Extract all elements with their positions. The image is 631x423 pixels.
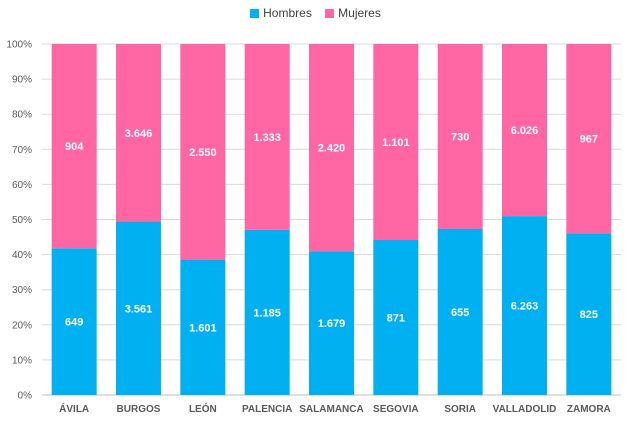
x-tick-label: BURGOS [117,404,161,415]
legend-label-hombres: Hombres [263,6,312,20]
y-tick-label: 70% [12,145,32,156]
bar-segment-mujeres [51,44,97,249]
data-label: 1.333 [253,132,281,144]
x-tick-label: SORIA [444,404,476,415]
bar-segment-mujeres [244,44,290,230]
bar-segment-mujeres [502,44,547,217]
legend-swatch-hombres [250,8,260,18]
bar-segment-hombres [373,239,419,395]
legend-item-mujeres: Mujeres [325,6,381,20]
bars: 649 904 3.561 3.646 1.601 2.550 1.185 1.333 1.67… [51,44,612,395]
data-label: 871 [387,312,405,324]
data-label: 6.263 [511,301,539,313]
x-axis: ÁVILA BURGOS LEÓN PALENCIA SALAMANCA SEGOVIA S… [59,402,611,415]
y-axis: 0% 10% 20% 30% 40% 50% 60% 70% 80% 90% 100% [6,40,32,402]
data-label: 2.550 [189,147,217,159]
x-tick-label: PALENCIA [242,404,292,415]
y-tick-label: 20% [12,320,32,331]
data-label: 655 [451,307,469,319]
data-label: 649 [65,317,83,329]
legend-swatch-mujeres [325,8,335,18]
y-tick-label: 40% [12,250,32,261]
y-tick-label: 100% [6,40,32,51]
x-tick-label: ÁVILA [59,402,89,415]
y-tick-label: 30% [12,285,32,296]
legend-label-mujeres: Mujeres [338,6,381,20]
y-tick-label: 80% [12,110,32,121]
bar-segment-mujeres [373,44,419,240]
y-tick-label: 50% [12,215,32,226]
y-tick-label: 10% [12,355,32,366]
bar-segment-hombres [116,221,161,395]
bar-segment-hombres [502,216,547,395]
bar-segment-hombres [437,229,483,395]
data-label: 1.679 [318,318,346,330]
chart-legend: Hombres Mujeres [0,6,631,21]
legend-item-hombres: Hombres [250,6,312,20]
bar-segment-hombres [309,251,354,395]
data-label: 967 [580,134,598,146]
x-tick-label: SALAMANCA [299,404,363,415]
bar-segment-hombres [566,233,612,395]
y-tick-label: 0% [18,391,33,402]
bar-segment-hombres [180,259,226,395]
bar-segment-mujeres [180,44,226,260]
data-label: 6.026 [511,125,539,137]
y-tick-label: 60% [12,180,32,191]
y-tick-label: 90% [12,75,32,86]
bar-segment-mujeres [437,44,483,230]
bar-segment-mujeres [116,44,161,222]
x-tick-label: LEÓN [189,402,217,415]
bar-segment-hombres [244,229,290,395]
data-label: 1.185 [253,307,281,319]
bar-segment-hombres [51,248,97,395]
x-tick-label: SEGOVIA [373,404,419,415]
data-label: 1.101 [382,137,410,149]
bar-segment-mujeres [566,44,612,234]
data-label: 904 [65,141,84,153]
data-label: 730 [451,132,469,144]
data-label: 3.646 [125,128,153,140]
x-tick-label: VALLADOLID [493,404,557,415]
data-label: 3.561 [125,303,153,315]
data-label: 1.601 [189,322,217,334]
data-label: 2.420 [318,143,346,155]
bar-segment-mujeres [309,44,354,252]
x-tick-label: ZAMORA [567,404,611,415]
data-label: 825 [580,309,598,321]
